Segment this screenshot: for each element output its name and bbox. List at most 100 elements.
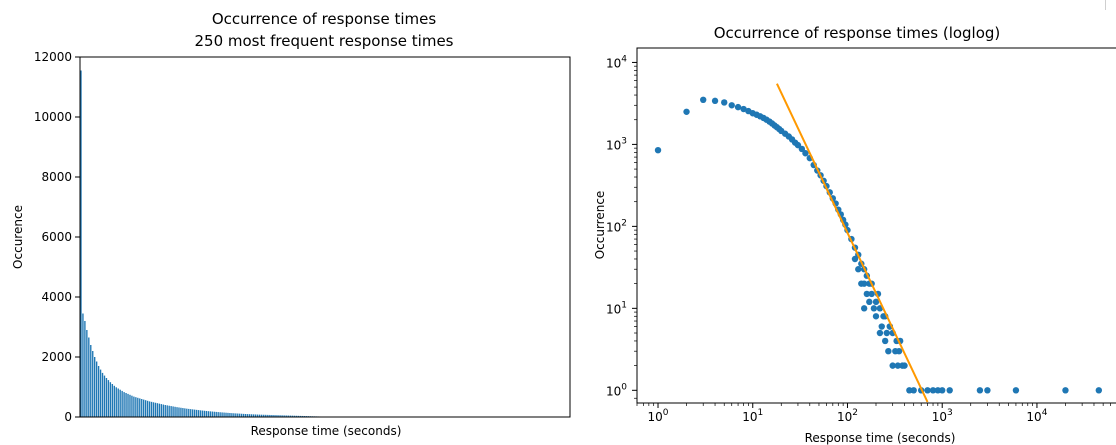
bar [158, 403, 161, 417]
y-tick-label: 101 [606, 300, 627, 316]
scatter-point [1062, 387, 1069, 394]
y-tick-label: 2000 [41, 350, 72, 364]
bar [182, 408, 184, 417]
fit-line [776, 83, 929, 403]
scatter-point [711, 97, 719, 105]
scatter-point [901, 362, 908, 369]
scatter-point [1095, 387, 1103, 394]
scatter-point [868, 290, 875, 298]
x-axis-label: Response time (seconds) [805, 431, 956, 445]
bar [288, 415, 290, 417]
bar [92, 351, 94, 417]
bar [223, 412, 225, 417]
bar [99, 369, 102, 417]
bar [123, 392, 125, 417]
bar [80, 70, 82, 417]
bar [199, 410, 202, 417]
bar [242, 413, 245, 417]
bar [131, 395, 133, 417]
y-tick-label: 4000 [41, 290, 72, 304]
scatter-point [939, 387, 946, 394]
bar [137, 397, 139, 417]
bar [260, 414, 262, 417]
bar [170, 406, 172, 417]
bar [94, 357, 96, 417]
bar [172, 406, 174, 417]
y-axis-label: Occurence [11, 205, 25, 269]
scatter-point [910, 387, 917, 394]
bar [103, 375, 106, 417]
scatter-series [654, 96, 1103, 394]
bar [190, 409, 192, 417]
bar [229, 413, 231, 417]
bar [84, 321, 86, 417]
scatter-point [889, 362, 896, 369]
bar [250, 414, 253, 417]
bar [266, 414, 268, 417]
plot-frame [636, 47, 1116, 404]
x-axis-ticks: 100 101 102 103 104 [636, 403, 1112, 424]
bar [139, 398, 141, 417]
bar [244, 414, 247, 417]
bar [201, 410, 204, 417]
y-tick-label: 10000 [34, 110, 72, 124]
bar [168, 405, 170, 417]
scatter-point [858, 280, 865, 287]
bar [121, 390, 123, 417]
scatter-point [870, 305, 878, 312]
bar [97, 366, 100, 417]
bar [135, 397, 137, 417]
scatter-point [883, 329, 890, 337]
bar [107, 380, 110, 417]
scatter-point [728, 102, 735, 109]
scatter-point [878, 323, 885, 330]
x-tick-label: 100 [648, 408, 669, 424]
scatter-point [984, 387, 991, 394]
bar [231, 413, 233, 417]
bar [129, 394, 131, 417]
scatter-point [892, 347, 899, 355]
x-tick-label: 101 [742, 408, 763, 424]
bar [144, 400, 147, 417]
y-axis-ticks: 0 2000 4000 6000 8000 10000 12000 [34, 50, 80, 424]
scatter-point [872, 298, 880, 306]
scatter-point [924, 387, 931, 394]
bar [258, 414, 261, 417]
bar [264, 414, 266, 417]
scatter-point [683, 108, 690, 115]
bar [262, 414, 264, 417]
x-tick-label: 103 [932, 408, 953, 424]
bar [195, 409, 198, 417]
bar [297, 415, 300, 417]
bar [270, 414, 272, 417]
scatter-point [929, 387, 937, 394]
bar [162, 404, 164, 417]
bar [184, 408, 186, 417]
bar [252, 414, 255, 417]
bar [141, 399, 143, 417]
bar [203, 410, 206, 417]
bar [272, 415, 274, 417]
y-axis-ticks: 100 101 102 103 104 [606, 54, 637, 399]
bar [211, 411, 213, 417]
y-tick-label: 104 [606, 54, 627, 70]
bar [146, 400, 149, 417]
y-tick-label: 8000 [41, 170, 72, 184]
y-axis-label: Occurrence [593, 191, 607, 260]
bar [117, 388, 119, 417]
bar [284, 415, 286, 417]
bar [82, 313, 84, 417]
bar [237, 413, 239, 417]
x-tick-label: 102 [837, 408, 858, 424]
scatter-point [946, 387, 953, 394]
bar [174, 406, 176, 417]
bar [148, 401, 151, 417]
x-tick-label: 104 [1026, 408, 1047, 424]
bar [217, 412, 219, 417]
bar [215, 411, 217, 417]
bar [282, 415, 284, 417]
y-tick-label: 0 [64, 410, 72, 424]
bar [290, 415, 292, 417]
bar [152, 402, 155, 417]
